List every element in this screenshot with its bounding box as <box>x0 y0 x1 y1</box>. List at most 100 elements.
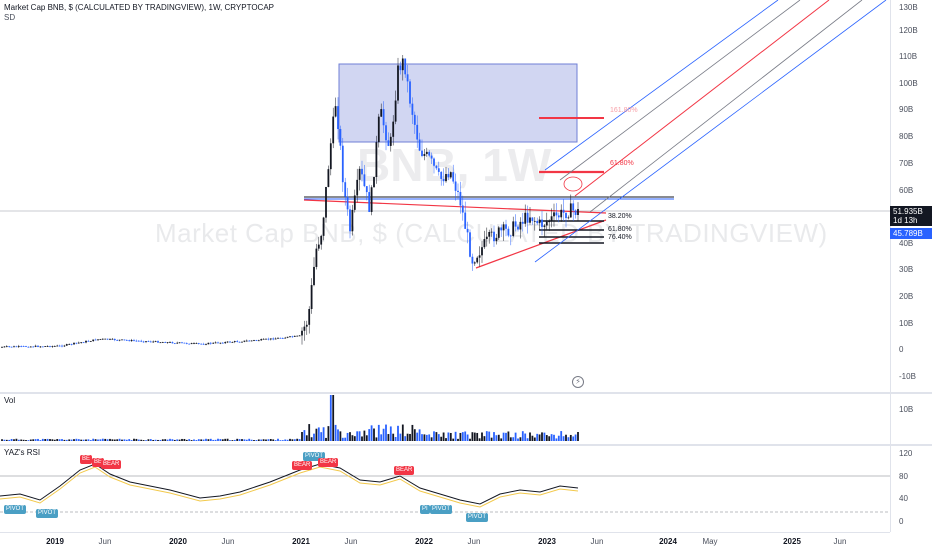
rsi-canvas[interactable] <box>0 446 890 532</box>
candle-body <box>389 136 392 146</box>
volume-bar <box>272 439 275 441</box>
candle-body <box>63 345 66 347</box>
rsi-pivot-badge[interactable]: PIVOT <box>36 509 59 518</box>
candle-body <box>250 340 253 342</box>
volume-bar <box>20 439 23 441</box>
candle-body <box>569 203 572 218</box>
candle-body <box>317 244 320 249</box>
volume-canvas[interactable] <box>0 394 890 444</box>
candle-body <box>154 341 157 342</box>
volume-bar <box>181 438 183 441</box>
candle-body <box>329 143 332 170</box>
time-axis[interactable]: 2019 Jun 2020 Jun 2021 Jun 2022 Jun 2023… <box>0 532 890 550</box>
volume-bar <box>260 439 263 441</box>
rsi-bear-badge[interactable]: BEAR <box>101 460 122 469</box>
volume-bar <box>493 432 495 441</box>
volume-bar <box>85 439 87 441</box>
volume-bar <box>320 432 323 441</box>
candle-body <box>387 140 390 146</box>
candle-body <box>212 342 215 344</box>
candle-body <box>497 227 500 238</box>
rsi-bear-badge[interactable]: BEAR <box>394 466 415 475</box>
time-tick: 2022 <box>415 537 433 546</box>
volume-bar <box>413 429 416 441</box>
candle-body <box>20 346 23 347</box>
rsi-pivot-badge[interactable]: PIVOT <box>466 513 489 522</box>
price-tick: 90B <box>899 105 914 114</box>
price-axis[interactable]: 130B 120B 110B 100B 90B 80B 70B 60B 30B … <box>890 0 932 392</box>
candle-body <box>442 178 445 182</box>
current-price-tag: 51.935B 1d 13h <box>890 206 932 226</box>
rsi-bear-badge[interactable]: BE <box>80 455 93 464</box>
volume-bar <box>346 432 349 441</box>
rsi-pivot-badge[interactable]: PIVOT <box>4 505 27 514</box>
volume-axis[interactable]: 10B <box>890 394 932 444</box>
volume-bar <box>293 439 296 441</box>
rsi-bear-badge[interactable]: BEAR <box>292 461 313 470</box>
volume-bar <box>329 395 332 441</box>
candle-body <box>437 168 440 172</box>
rsi-pivot-badge[interactable]: PIVOT <box>430 505 453 514</box>
volume-bar <box>70 439 73 441</box>
volume-bar <box>34 439 37 441</box>
fib-label-764: 76.40% <box>608 234 632 241</box>
volume-bar <box>224 438 227 441</box>
time-tick: 2025 <box>783 537 801 546</box>
rsi-pane[interactable]: YAZ's RSI BE BE BEAR BEAR PIVOT BEAR BEA… <box>0 446 890 532</box>
volume-bar <box>399 433 402 441</box>
candle-body <box>142 341 145 343</box>
volume-bar <box>281 440 284 441</box>
volume-bar <box>178 439 181 441</box>
volume-bar <box>404 436 407 441</box>
pane-separator[interactable] <box>0 444 932 446</box>
volume-bar <box>521 431 524 441</box>
volume-bar <box>217 438 219 441</box>
volume-bar <box>29 439 32 441</box>
volume-bar <box>195 440 198 441</box>
volume-pane[interactable]: Vol <box>0 394 890 444</box>
rsi-pivot-badge[interactable]: PI <box>420 505 430 514</box>
candle-body <box>392 121 395 137</box>
volume-bar <box>495 435 498 441</box>
rsi-bear-badge[interactable]: BE <box>92 458 105 467</box>
price-chart-pane[interactable]: Market Cap BNB, $ (CALCULATED BY TRADING… <box>0 0 890 392</box>
candle-body <box>135 340 138 342</box>
volume-bar <box>289 438 291 441</box>
volume-bar <box>433 431 435 441</box>
candle-body <box>202 343 205 345</box>
volume-bar <box>577 432 579 441</box>
rsi-bear-badge[interactable]: BEAR <box>318 458 339 467</box>
volume-bar <box>507 431 510 441</box>
volume-bar <box>116 439 119 441</box>
volume-bar <box>341 437 344 441</box>
volume-bar <box>123 439 126 441</box>
candle-body <box>517 226 519 230</box>
pane-separator[interactable] <box>0 392 932 394</box>
volume-bar <box>421 434 423 441</box>
candle-body <box>253 340 255 341</box>
volume-bar <box>245 439 248 441</box>
volume-title: Vol <box>4 396 16 405</box>
candle-body <box>10 346 13 348</box>
chart-legend[interactable]: Market Cap BNB, $ (CALCULATED BY TRADING… <box>4 3 274 23</box>
candle-body <box>149 341 152 343</box>
candle-body <box>178 342 181 344</box>
candle-body <box>70 343 73 345</box>
price-chart-canvas[interactable] <box>0 0 890 392</box>
candle-body <box>416 124 419 140</box>
time-tick: 2021 <box>292 537 310 546</box>
candle-body <box>339 129 342 146</box>
candle-body <box>255 340 258 341</box>
volume-bar <box>437 434 440 441</box>
lightning-icon[interactable]: ⚡ <box>572 376 584 388</box>
volume-bar <box>358 431 361 441</box>
volume-bar <box>428 434 431 441</box>
candle-body <box>315 248 318 267</box>
volume-bar <box>485 431 488 441</box>
volume-bar <box>238 439 241 441</box>
candle-body <box>308 309 311 325</box>
price-tick: -10B <box>899 372 916 381</box>
time-tick: Jun <box>467 537 481 546</box>
rsi-axis[interactable]: 120 80 40 0 <box>890 446 932 532</box>
rsi-pivot-badge[interactable]: PIVOT <box>303 452 326 461</box>
